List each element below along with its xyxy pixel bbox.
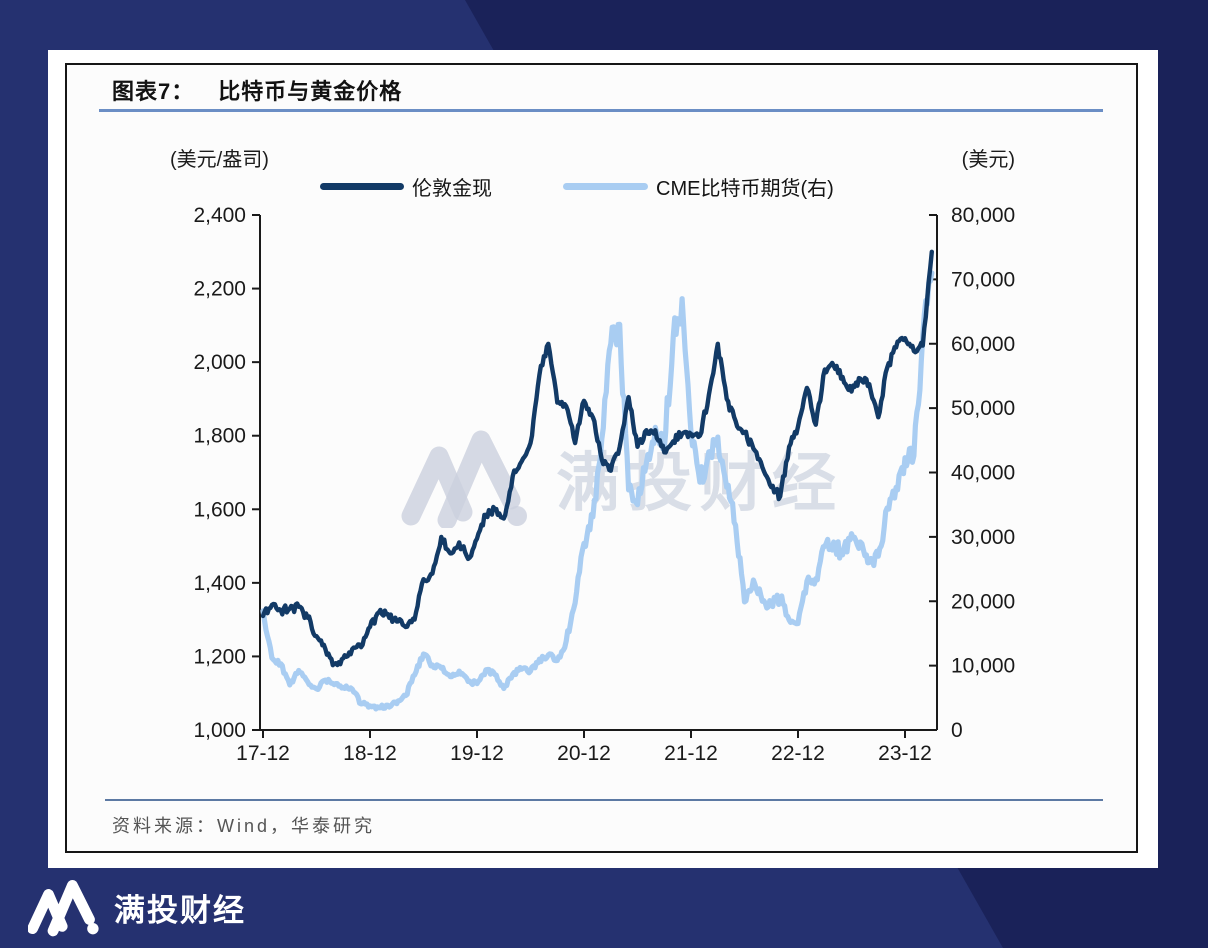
axis-tick-label: 1,200: [193, 645, 246, 668]
axis-tick-label: 18-12: [343, 742, 397, 765]
brand-m-logo-icon: [28, 879, 99, 937]
gold-line-swatch-icon: [320, 183, 404, 190]
axis-tick-label: 70,000: [951, 268, 1015, 291]
source-text: 资料来源：Wind，华泰研究: [112, 816, 376, 836]
axis-tick-label: 1,600: [193, 498, 246, 521]
legend-item-btc: CME比特币期货(右): [563, 172, 834, 201]
axis-tick-label: 20-12: [557, 742, 611, 765]
source-divider: [105, 799, 1103, 801]
axis-tick-label: 23-12: [878, 742, 932, 765]
axis-tick-label: 2,200: [193, 278, 246, 301]
axis-tick-label: 0: [951, 719, 963, 742]
axis-tick-label: 1,800: [193, 425, 246, 448]
axis-tick-label: 20,000: [951, 590, 1015, 613]
left-axis-unit-label: (美元/盎司): [170, 149, 269, 171]
axis-tick-label: 22-12: [771, 742, 825, 765]
title-underline: [99, 109, 1103, 112]
axis-tick-label: 40,000: [951, 462, 1015, 485]
axis-tick-label: 50,000: [951, 397, 1015, 420]
axis-tick-label: 2,000: [193, 351, 246, 374]
brand-name-text: 满投财经: [114, 892, 246, 928]
axis-tick-label: 30,000: [951, 526, 1015, 549]
btc-line-swatch-icon: [563, 183, 648, 190]
axis-tick-label: 1,400: [193, 572, 246, 595]
figure-title-text: 比特币与黄金价格: [218, 79, 403, 104]
figure-number: 图表7：: [112, 79, 195, 104]
figure-title: 图表7： 比特币与黄金价格: [112, 74, 1012, 106]
footer-brand: 满投财经: [28, 876, 246, 938]
axis-tick-label: 80,000: [951, 204, 1015, 227]
axis-tick-label: 2,400: [193, 204, 246, 227]
chart-legend: 伦敦金现 CME比特币期货(右): [0, 172, 1208, 201]
legend-label-btc: CME比特币期货(右): [656, 178, 834, 200]
series-line-btc: [260, 270, 935, 712]
legend-item-gold: 伦敦金现: [320, 172, 492, 201]
axis-tick-label: 21-12: [664, 742, 718, 765]
series-line-gold: [260, 249, 934, 668]
axis-tick-label: 1,000: [193, 719, 246, 742]
right-axis-unit-label: (美元): [961, 149, 1015, 171]
axis-tick-label: 19-12: [450, 742, 504, 765]
axis-tick-label: 10,000: [951, 655, 1015, 678]
axis-tick-label: 60,000: [951, 333, 1015, 356]
legend-label-gold: 伦敦金现: [412, 178, 492, 200]
axis-tick-label: 17-12: [236, 742, 290, 765]
